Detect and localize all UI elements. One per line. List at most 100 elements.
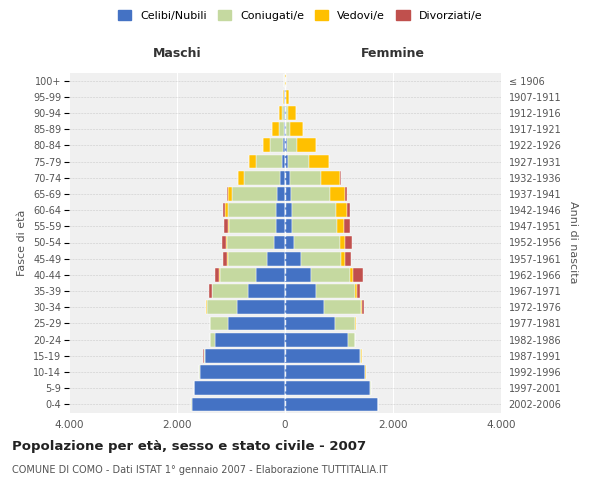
Bar [285,365,365,379]
Bar [283,90,284,104]
Bar [285,316,335,330]
Bar [278,122,284,136]
Bar [200,365,285,379]
Bar [282,106,284,120]
Bar [191,398,285,411]
Bar [285,300,325,314]
Bar [285,284,316,298]
Bar [285,122,286,136]
Bar [204,349,205,362]
Bar [238,171,244,184]
Bar [283,138,285,152]
Bar [292,203,336,217]
Bar [298,138,316,152]
Bar [361,300,362,314]
Bar [263,138,271,152]
Bar [285,220,292,233]
Bar [355,284,357,298]
Bar [325,300,361,314]
Bar [287,138,298,152]
Bar [284,106,285,120]
Bar [285,349,359,362]
Bar [194,382,285,395]
Bar [320,171,340,184]
Bar [288,106,296,120]
Bar [209,284,212,298]
Bar [248,284,285,298]
Bar [271,138,283,152]
Bar [346,236,352,250]
Bar [272,122,278,136]
Bar [285,382,370,395]
Bar [256,154,282,168]
Bar [292,220,337,233]
Bar [295,236,340,250]
Bar [357,284,360,298]
Bar [227,187,228,201]
Bar [285,268,311,282]
Text: COMUNE DI COMO - Dati ISTAT 1° gennaio 2007 - Elaborazione TUTTITALIA.IT: COMUNE DI COMO - Dati ISTAT 1° gennaio 2… [12,465,388,475]
Bar [335,316,355,330]
Bar [280,171,285,184]
Bar [288,154,309,168]
Bar [228,220,229,233]
Bar [359,349,361,362]
Text: Maschi: Maschi [152,46,202,60]
Bar [290,122,304,136]
Bar [284,122,285,136]
Bar [279,106,282,120]
Bar [309,154,329,168]
Bar [285,187,291,201]
Bar [337,220,344,233]
Legend: Celibi/Nubili, Coniugati/e, Vedovi/e, Divorziati/e: Celibi/Nubili, Coniugati/e, Vedovi/e, Di… [113,6,487,25]
Bar [341,252,345,266]
Bar [223,252,227,266]
Bar [212,284,248,298]
Bar [238,300,285,314]
Bar [229,220,276,233]
Bar [276,220,285,233]
Bar [285,252,301,266]
Bar [347,203,350,217]
Bar [256,268,285,282]
Bar [291,187,330,201]
Y-axis label: Anni di nascita: Anni di nascita [568,201,578,283]
Bar [227,252,228,266]
Bar [221,236,226,250]
Bar [350,268,353,282]
Bar [228,187,232,201]
Bar [215,268,219,282]
Bar [285,138,287,152]
Bar [290,171,320,184]
Bar [285,154,288,168]
Bar [340,171,341,184]
Bar [336,203,347,217]
Y-axis label: Fasce di età: Fasce di età [17,210,28,276]
Text: Femmine: Femmine [361,46,425,60]
Bar [210,333,215,346]
Bar [277,203,285,217]
Bar [362,300,364,314]
Bar [232,187,277,201]
Bar [285,106,286,120]
Bar [285,398,378,411]
Bar [348,333,355,346]
Bar [311,268,350,282]
Bar [285,333,348,346]
Bar [344,220,350,233]
Bar [277,187,285,201]
Bar [285,236,295,250]
Bar [205,349,285,362]
Bar [286,90,289,104]
Bar [285,203,292,217]
Bar [340,236,346,250]
Bar [286,106,288,120]
Bar [330,187,345,201]
Bar [274,236,285,250]
Text: Popolazione per età, sesso e stato civile - 2007: Popolazione per età, sesso e stato civil… [12,440,366,453]
Bar [215,333,285,346]
Bar [226,236,227,250]
Bar [316,284,355,298]
Bar [206,300,238,314]
Bar [282,154,285,168]
